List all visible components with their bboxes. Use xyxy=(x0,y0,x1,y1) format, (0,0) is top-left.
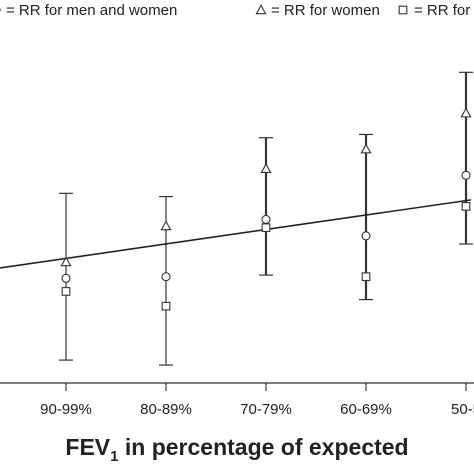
point-circle xyxy=(361,231,371,241)
x-axis-label-main: FEV xyxy=(65,434,110,460)
x-axis-label-subscript: 1 xyxy=(110,448,118,465)
x-tick-label: 80-89% xyxy=(140,401,192,418)
legend-label-triangle: = RR for women xyxy=(271,2,380,19)
point-square xyxy=(461,202,471,211)
point-circle xyxy=(261,214,271,225)
x-axis-ticks: 90-99% 80-89% 70-79% 60-69% 50-5 xyxy=(40,383,474,418)
legend-label-square: = RR for xyxy=(414,2,470,19)
point-square xyxy=(361,272,371,282)
x-tick-label: 70-79% xyxy=(240,401,292,418)
point-triangle xyxy=(260,163,272,174)
point-triangle xyxy=(360,143,372,154)
data-markers xyxy=(60,107,472,311)
point-triangle xyxy=(160,220,172,231)
point-square xyxy=(161,301,171,311)
x-axis-label-rest: in percentage of expected xyxy=(118,434,408,460)
legend-label-circle: = RR for men and women xyxy=(6,2,177,19)
legend: = RR for men and women = RR for women = RR… xyxy=(0,2,470,19)
error-bars xyxy=(59,71,473,366)
trend-line xyxy=(0,199,472,269)
x-tick-label: 60-69% xyxy=(340,401,392,418)
point-square xyxy=(61,287,71,296)
point-circle xyxy=(161,272,171,282)
point-circle xyxy=(61,273,71,283)
legend-marker-square xyxy=(398,5,408,15)
point-square xyxy=(261,223,271,233)
x-tick-label: 90-99% xyxy=(40,401,92,418)
legend-marker-triangle xyxy=(255,4,267,15)
x-tick-label: 50-5 xyxy=(451,401,474,418)
x-axis-label: FEV1 in percentage of expected xyxy=(65,434,408,465)
point-circle xyxy=(461,170,471,180)
point-triangle xyxy=(60,256,72,267)
point-triangle xyxy=(460,107,472,118)
